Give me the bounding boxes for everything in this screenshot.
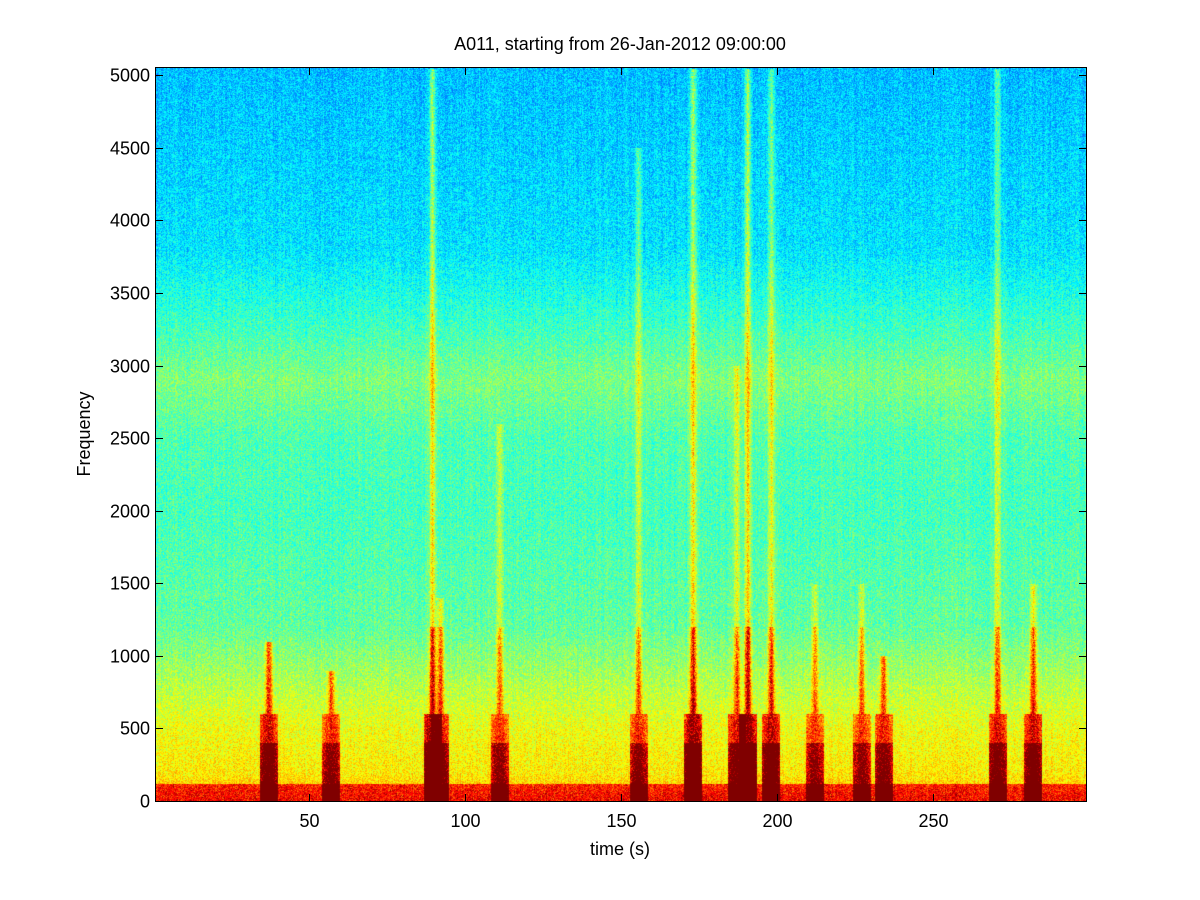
y-tick-label: 1000: [110, 647, 150, 667]
y-tick-label: 0: [140, 792, 150, 812]
spectrogram-image: [156, 68, 1086, 801]
chart-title: A011, starting from 26-Jan-2012 09:00:00: [454, 34, 786, 54]
y-tick-label: 2500: [110, 429, 150, 449]
y-axis-label: Frequency: [74, 391, 94, 476]
x-tick-label: 50: [299, 811, 319, 831]
y-tick-label: 1500: [110, 574, 150, 594]
x-tick-label: 250: [918, 811, 948, 831]
x-tick-label: 200: [762, 811, 792, 831]
y-tick-label: 4500: [110, 139, 150, 159]
y-tick-label: 2000: [110, 502, 150, 522]
x-axis: 50 100 150 200 250: [299, 68, 949, 831]
y-tick-label: 500: [120, 719, 150, 739]
y-tick-label: 3000: [110, 357, 150, 377]
plot-frame: [155, 67, 1087, 802]
y-tick-label: 3500: [110, 284, 150, 304]
y-tick-label: 5000: [110, 66, 150, 86]
x-axis-label: time (s): [590, 839, 650, 859]
x-tick-label: 150: [606, 811, 636, 831]
x-tick-label: 100: [450, 811, 480, 831]
y-tick-label: 4000: [110, 211, 150, 231]
y-axis: 0 500 1000 1500 2000 2500 3000 3500 4000 4500 5000: [110, 66, 1086, 812]
